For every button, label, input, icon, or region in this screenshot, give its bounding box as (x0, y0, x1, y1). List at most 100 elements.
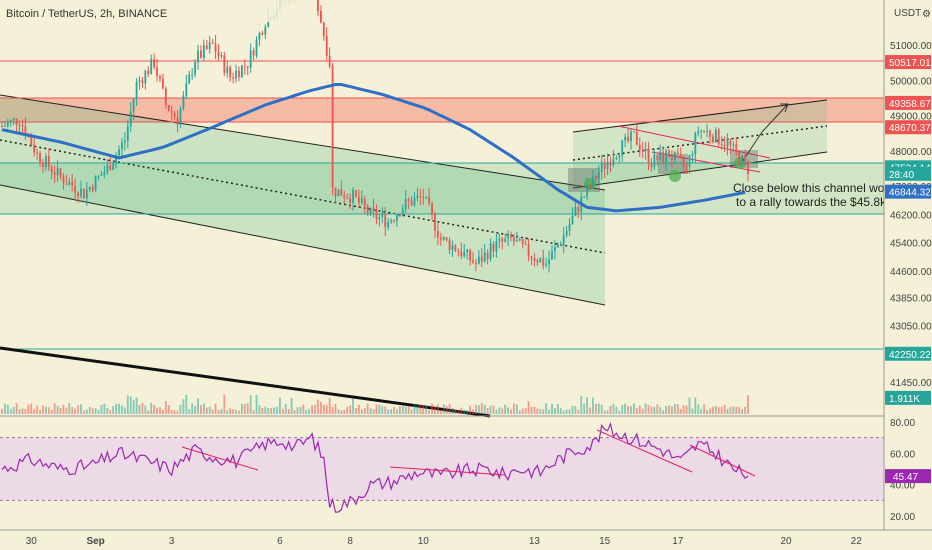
candle-body[interactable] (4, 125, 6, 127)
candle-body[interactable] (401, 209, 404, 217)
candle-body[interactable] (223, 55, 226, 73)
candle-body[interactable] (472, 260, 474, 263)
candle-body[interactable] (337, 189, 340, 197)
candle-body[interactable] (378, 217, 381, 220)
rsi-trendline-2[interactable] (389, 466, 506, 476)
candle-body[interactable] (419, 195, 422, 197)
candle-body[interactable] (126, 126, 129, 141)
moving-average-line[interactable] (1, 83, 746, 213)
candle-body[interactable] (235, 70, 237, 79)
candle-body[interactable] (431, 203, 433, 214)
candle-body[interactable] (202, 45, 205, 58)
candle-body[interactable] (68, 182, 71, 185)
price-label-tag[interactable] (885, 184, 931, 199)
candle-body[interactable] (211, 42, 214, 44)
candle-body[interactable] (366, 205, 369, 214)
candle-body[interactable] (448, 240, 451, 251)
candle-body[interactable] (457, 250, 460, 252)
candle-body[interactable] (676, 152, 679, 155)
candle-body[interactable] (109, 165, 112, 171)
candle-body[interactable] (56, 168, 59, 175)
candle-body[interactable] (261, 32, 264, 35)
candle-body[interactable] (358, 196, 360, 203)
candle-body[interactable] (653, 154, 656, 167)
candle-body[interactable] (42, 162, 44, 167)
candle-body[interactable] (714, 129, 717, 143)
annotation-line-2[interactable]: to a rally towards the $45.8k (736, 195, 887, 209)
candle-body[interactable] (618, 155, 621, 158)
candle-body[interactable] (214, 43, 217, 53)
candle-body[interactable] (495, 240, 498, 252)
candle-body[interactable] (477, 256, 480, 264)
candle-body[interactable] (647, 148, 650, 164)
candle-body[interactable] (723, 144, 726, 147)
candle-body[interactable] (381, 214, 384, 218)
candle-body[interactable] (463, 252, 466, 257)
candle-body[interactable] (331, 66, 334, 188)
candle-body[interactable] (720, 144, 723, 146)
candle-body[interactable] (393, 220, 395, 222)
candle-body[interactable] (571, 215, 574, 225)
candle-body[interactable] (513, 237, 515, 242)
candle-body[interactable] (226, 66, 229, 73)
candle-body[interactable] (609, 162, 612, 166)
candle-body[interactable] (360, 198, 363, 203)
candle-body[interactable] (700, 130, 703, 132)
candle-body[interactable] (703, 130, 706, 132)
rsi-trendline-1[interactable] (181, 446, 259, 471)
rsi-trendline-4[interactable] (689, 444, 756, 477)
candle-body[interactable] (355, 190, 357, 197)
candle-body[interactable] (624, 136, 627, 141)
candle-body[interactable] (545, 264, 548, 266)
candle-body[interactable] (197, 50, 199, 63)
candle-body[interactable] (460, 251, 463, 257)
candle-body[interactable] (735, 144, 738, 152)
candle-body[interactable] (6, 122, 9, 126)
candle-body[interactable] (343, 195, 346, 198)
candle-body[interactable] (238, 70, 240, 78)
candle-body[interactable] (328, 55, 331, 67)
candle-body[interactable] (232, 77, 235, 79)
candle-body[interactable] (372, 207, 375, 211)
candle-body[interactable] (533, 258, 536, 261)
candle-body[interactable] (115, 155, 118, 164)
candle-body[interactable] (747, 161, 749, 174)
candle-body[interactable] (407, 198, 410, 201)
candle-body[interactable] (706, 130, 708, 132)
candle-body[interactable] (428, 196, 431, 204)
candle-body[interactable] (91, 187, 94, 191)
candle-body[interactable] (726, 140, 729, 147)
candle-body[interactable] (469, 249, 471, 261)
candle-body[interactable] (413, 198, 416, 206)
candle-body[interactable] (551, 251, 553, 260)
candle-body[interactable] (80, 188, 82, 197)
candle-body[interactable] (600, 163, 603, 173)
candle-body[interactable] (200, 50, 202, 58)
candle-body[interactable] (21, 124, 24, 127)
candle-body[interactable] (717, 129, 720, 145)
candle-body[interactable] (132, 98, 135, 112)
candle-body[interactable] (258, 32, 261, 40)
candle-body[interactable] (635, 131, 638, 145)
candle-body[interactable] (182, 95, 185, 109)
candle-body[interactable] (33, 144, 36, 153)
candle-body[interactable] (179, 108, 182, 125)
candle-body[interactable] (621, 140, 624, 156)
candle-body[interactable] (147, 70, 150, 75)
candle-body[interactable] (650, 163, 653, 167)
highlight-box-breakout[interactable] (568, 168, 600, 192)
candle-body[interactable] (240, 65, 243, 78)
rsi-trendline-3[interactable] (596, 429, 693, 473)
candle-body[interactable] (85, 189, 88, 199)
candle-body[interactable] (586, 185, 589, 197)
candle-body[interactable] (542, 258, 545, 266)
candle-body[interactable] (442, 237, 445, 240)
candle-body[interactable] (662, 151, 665, 162)
currency-unit-label[interactable]: USDT (894, 8, 921, 19)
candle-body[interactable] (229, 66, 232, 78)
candle-body[interactable] (252, 50, 255, 56)
candle-body[interactable] (483, 252, 486, 262)
candle-body[interactable] (507, 233, 510, 239)
candle-body[interactable] (697, 131, 700, 134)
